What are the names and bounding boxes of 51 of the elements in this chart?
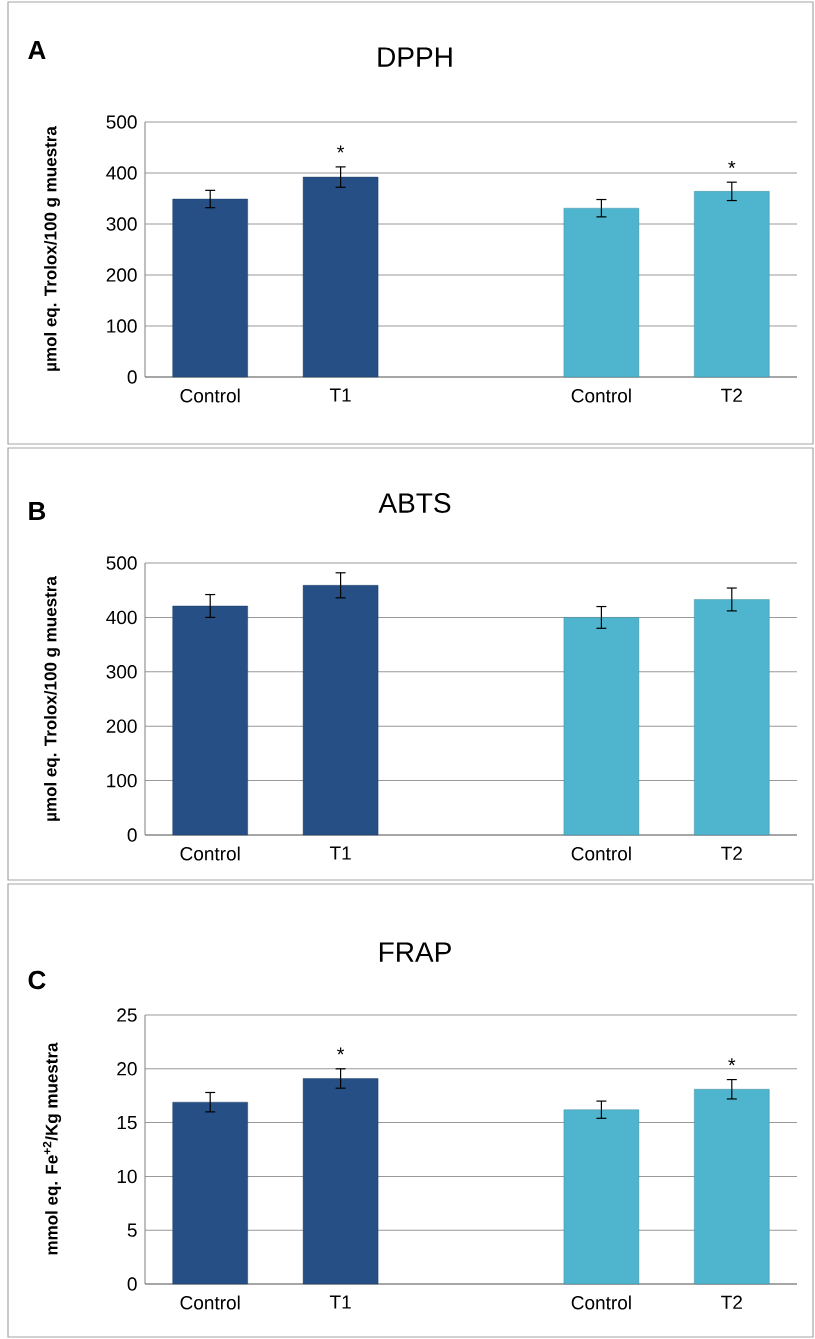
y-tick-label: 10: [117, 1169, 137, 1184]
text: B: [29, 502, 46, 520]
y-tick-label: 25: [117, 1008, 137, 1022]
x-tick-label: Control: [180, 388, 240, 403]
bar: [302, 585, 379, 836]
y-tick-label: 15: [117, 1115, 137, 1130]
y-tick-label: 0: [127, 1277, 137, 1291]
x-tick-label: Control: [180, 1295, 240, 1310]
text: A: [28, 41, 46, 59]
bar: [694, 1089, 770, 1285]
y-tick-label: 200: [106, 719, 137, 733]
y-tick-label: 0: [127, 828, 137, 842]
y-tick-label: 0: [127, 370, 137, 384]
x-tick-label: T2: [721, 846, 742, 860]
x-tick-label: T1: [329, 846, 351, 860]
x-tick-label: T1: [329, 1295, 351, 1309]
y-tick-label: 400: [106, 610, 137, 625]
x-tick-label: T2: [721, 388, 742, 402]
x-tick-label: Control: [180, 846, 240, 861]
y-tick-label: 100: [107, 773, 137, 788]
x-tick-label: T2: [721, 1295, 742, 1309]
y-tick-label: 200: [106, 268, 137, 282]
annotation: *: [728, 160, 736, 168]
y-tick-label: 300: [106, 217, 137, 231]
bar: [172, 1101, 248, 1285]
chart-title: FRAP: [379, 942, 451, 962]
y-tick-label: 300: [106, 665, 137, 679]
x-tick-label: Control: [571, 1295, 631, 1310]
y-tick-label: 5: [127, 1223, 137, 1237]
bar: [694, 599, 770, 836]
bar: [563, 1109, 640, 1285]
x-tick-label: Control: [571, 388, 631, 403]
chart-title: DPPH: [378, 47, 452, 67]
bar: [563, 617, 640, 836]
chart-title: ABTS: [378, 493, 451, 513]
y-tick-label: 500: [106, 556, 137, 570]
annotation: *: [728, 1058, 736, 1066]
y-axis-title: µmol eq. Trolox/100 g muestra: [44, 576, 60, 821]
y-tick-label: 400: [106, 166, 137, 180]
annotation: *: [337, 145, 345, 153]
x-tick-label: T1: [329, 388, 351, 402]
bar: [172, 605, 248, 836]
annotation: *: [337, 1047, 345, 1055]
y-tick-label: 100: [107, 319, 137, 333]
y-axis-title: µmol eq. Trolox/100 g muestra: [44, 126, 60, 371]
x-tick-label: Control: [571, 846, 631, 861]
bar: [302, 1078, 379, 1285]
y-axis-title: mmol eq. Fe$^{+2}$/Kg muestra: [42, 1042, 62, 1255]
y-tick-label: 20: [117, 1062, 137, 1076]
text: C: [28, 970, 46, 990]
y-tick-label: 500: [106, 115, 137, 129]
